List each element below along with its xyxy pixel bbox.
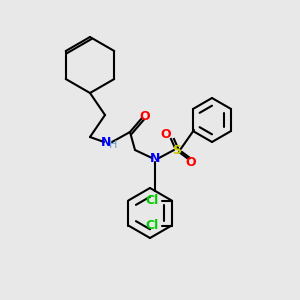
Text: H: H: [109, 140, 117, 150]
Text: N: N: [101, 136, 111, 148]
Text: N: N: [150, 152, 160, 164]
Text: O: O: [140, 110, 150, 122]
Text: O: O: [186, 155, 196, 169]
Text: Cl: Cl: [145, 219, 158, 232]
Text: Cl: Cl: [145, 194, 158, 207]
Text: S: S: [172, 143, 182, 157]
Text: O: O: [161, 128, 171, 142]
